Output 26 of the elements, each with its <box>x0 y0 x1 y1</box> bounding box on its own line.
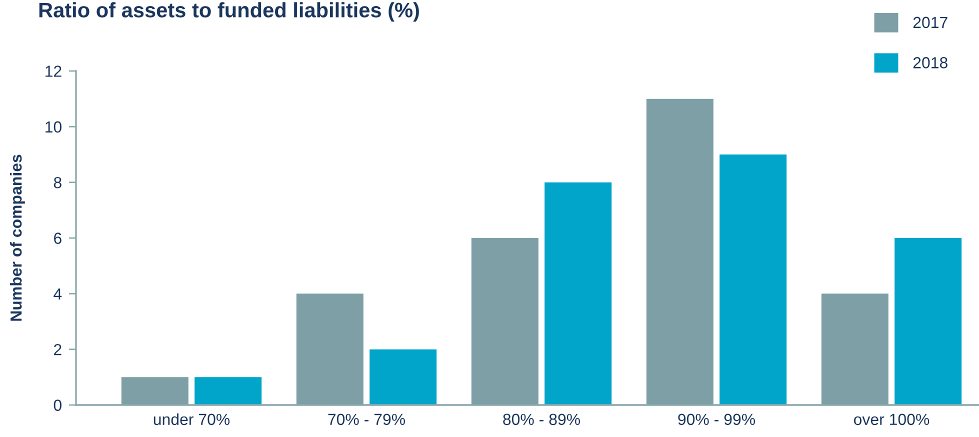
y-tick-label: 0 <box>54 400 62 411</box>
y-tick-label: 12 <box>46 66 62 77</box>
bar <box>471 238 538 405</box>
bar <box>646 98 714 405</box>
bar <box>821 294 888 405</box>
bar <box>370 349 437 405</box>
y-tick-label: 6 <box>54 232 62 244</box>
bar <box>544 182 612 405</box>
bar <box>296 294 364 405</box>
legend-label: 2017 <box>913 16 948 28</box>
bar <box>194 377 262 405</box>
y-tick-label: 10 <box>46 121 62 133</box>
bar <box>894 238 962 405</box>
x-tick-label: 90% - 99% <box>678 414 755 426</box>
x-tick-label: over 100% <box>854 414 930 426</box>
x-tick-label: 80% - 89% <box>503 414 580 426</box>
y-tick-label: 8 <box>54 176 62 188</box>
bar <box>720 154 787 405</box>
legend-label: 2018 <box>913 57 948 68</box>
y-tick-label: 4 <box>54 288 62 300</box>
x-tick-label: under 70% <box>154 413 230 426</box>
y-axis-title: Number of companies <box>10 154 25 321</box>
y-tick-label: 2 <box>54 344 62 356</box>
bar <box>121 377 188 405</box>
x-tick-label: 70% - 79% <box>328 414 405 426</box>
chart-title: Ratio of assets to funded liabilities (%) <box>39 2 419 22</box>
